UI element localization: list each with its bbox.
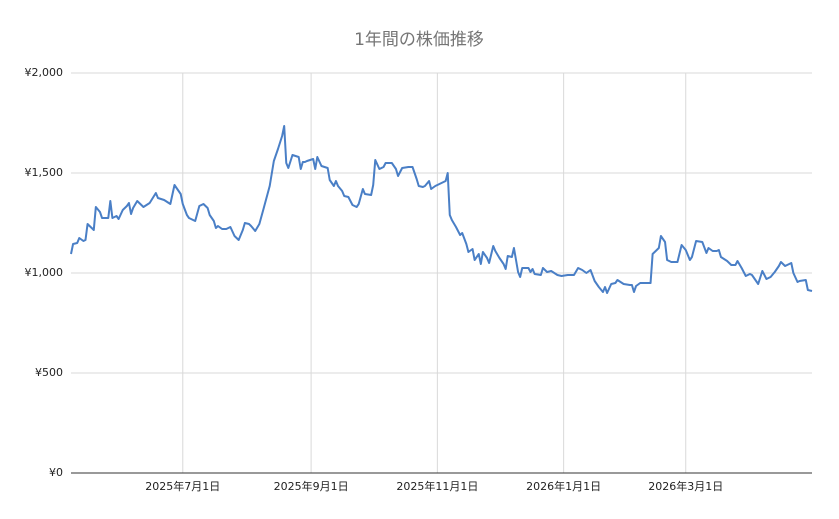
y-tick-label: ¥1,000 bbox=[25, 266, 64, 279]
y-tick-label: ¥500 bbox=[35, 366, 63, 379]
chart-title: 1年間の株価推移 bbox=[354, 30, 484, 50]
x-tick-label: 2025年11月1日 bbox=[396, 479, 478, 493]
y-tick-label: ¥2,000 bbox=[25, 66, 64, 79]
x-tick-label: 2026年1月1日 bbox=[526, 479, 601, 493]
y-tick-label: ¥1,500 bbox=[25, 166, 64, 179]
x-tick-label: 2025年7月1日 bbox=[145, 479, 220, 493]
y-tick-label: ¥0 bbox=[49, 466, 63, 479]
line bbox=[70, 125, 813, 294]
x-tick-label: 2025年9月1日 bbox=[274, 479, 349, 493]
x-tick-label: 2026年3月1日 bbox=[648, 479, 723, 493]
